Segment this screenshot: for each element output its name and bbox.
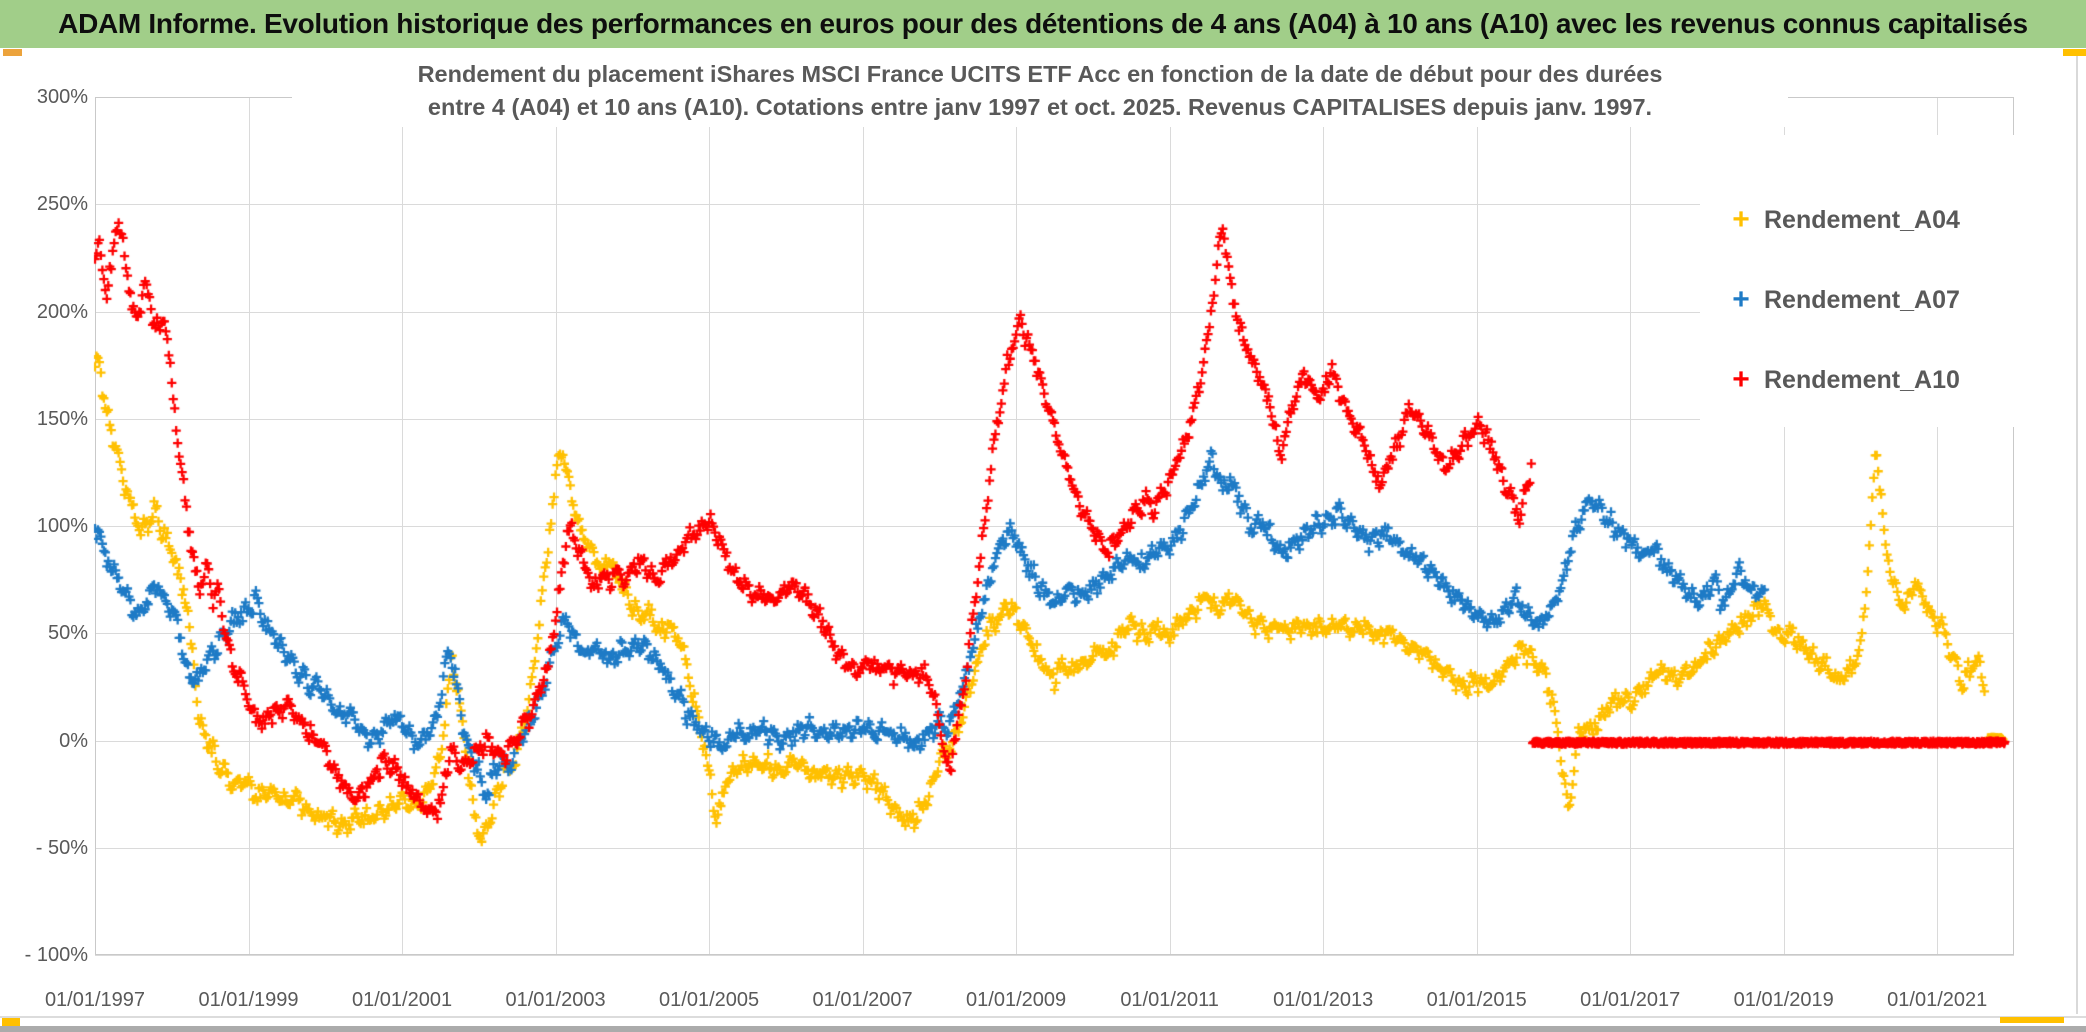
chart-page: ADAM Informe. Evolution historique des p… xyxy=(0,0,2086,1032)
scatter-plot-canvas xyxy=(0,0,2086,1032)
